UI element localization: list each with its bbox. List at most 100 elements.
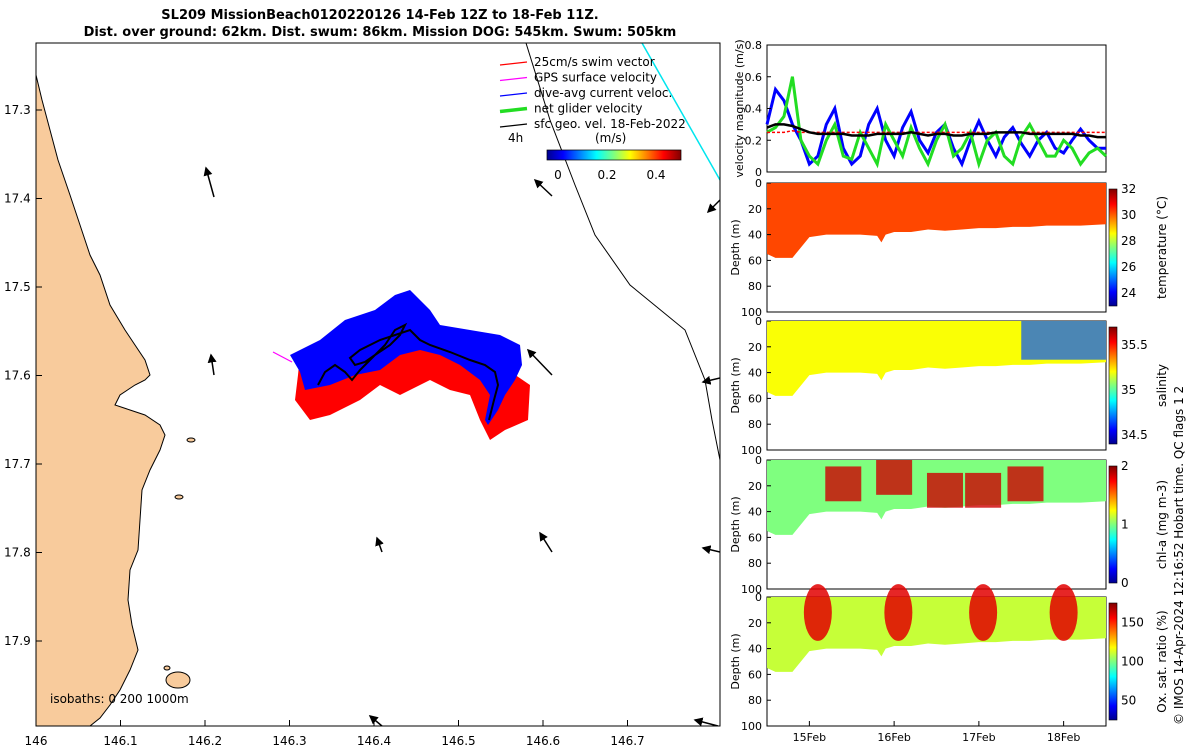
profile-data-area <box>767 183 1106 258</box>
velocity-series-line <box>766 76 1108 170</box>
map-y-tick-label: 17.5 <box>4 280 31 294</box>
profile-colorbar-tick-label: 100 <box>1121 655 1144 669</box>
map-x-tick-label: 146.3 <box>272 734 306 748</box>
profile-colorbar-tick-label: 2 <box>1121 459 1129 473</box>
current-vector-cloud <box>290 290 522 425</box>
profile-panel-chl-a: 0 20 40 60 80 100 Depth (m) 0 1 2 chl-a (mg m-3) <box>729 454 1169 596</box>
profile-y-tick-label: 20 <box>748 203 762 216</box>
profile-panel-temperature: 0 20 40 60 80 100 Depth (m) 24 26 28 30 32 temperatu… <box>729 177 1169 319</box>
profile-colorbar-tick-label: 32 <box>1121 182 1136 196</box>
profile-y-tick-label: 20 <box>748 480 762 493</box>
velocity-y-tick-label: 0.6 <box>745 71 763 84</box>
sfc-arrow-1 <box>203 166 215 198</box>
figure-title-line1: SL209 MissionBeach0120220126 14-Feb 12Z … <box>161 8 599 23</box>
profile-y-tick-label: 20 <box>748 341 762 354</box>
profile-data-area <box>767 597 1106 672</box>
velocity-series-line <box>767 129 1106 134</box>
legend-swatch <box>499 123 528 128</box>
figure-title-line2: Dist. over ground: 62km. Dist. swum: 86k… <box>83 25 677 40</box>
sfc-geo-velocity-arrows <box>203 166 720 726</box>
profile-colorbar-tick-label: 50 <box>1121 694 1136 708</box>
sfc-arrow-8 <box>539 531 553 553</box>
map-y-tick-label: 17.3 <box>4 103 31 117</box>
legend-swatch <box>499 92 528 97</box>
oxygen-high-patch <box>884 584 913 641</box>
sfc-arrow-5 <box>526 348 553 376</box>
sfc-arrow-11 <box>693 717 719 726</box>
velocity-y-axis-label: velocity magnitude (m/s) <box>733 39 746 177</box>
profile-panel-oxygen-saturation: 0 20 40 60 80 100 Depth (m) 50 100 150 Ox. sat. ra… <box>729 584 1169 733</box>
map-x-tick-label: 146.2 <box>188 734 222 748</box>
speed-colorbar-tick-label: 0.2 <box>597 168 616 182</box>
map-x-tick-label: 146.7 <box>610 734 644 748</box>
chl-high-patch <box>1007 466 1044 502</box>
profile-y-tick-label: 100 <box>741 720 762 733</box>
profile-y-tick-label: 0 <box>755 315 762 328</box>
profile-colorbar-tick-label: 0 <box>1121 576 1129 590</box>
oxygen-high-patch <box>803 584 832 641</box>
profile-y-tick-label: 80 <box>748 280 762 293</box>
profile-y-tick-label: 100 <box>741 306 762 319</box>
speed-colorbar-ticks: 0 0.2 0.4 <box>554 168 665 182</box>
profile-y-axis-label: Depth (m) <box>729 219 742 275</box>
velocity-y-tick-label: 0.8 <box>745 39 763 52</box>
profile-y-tick-label: 80 <box>748 418 762 431</box>
profile-panel-salinity: 0 20 40 60 80 100 Depth (m) 34.5 35 35.5 salinity <box>729 315 1169 457</box>
map-y-tick-label: 17.6 <box>4 369 31 383</box>
profile-colorbar-tick-label: 30 <box>1121 208 1136 222</box>
profile-y-tick-label: 40 <box>748 643 762 656</box>
profile-y-tick-label: 40 <box>748 506 762 519</box>
time-tick-label: 15Feb <box>793 731 826 744</box>
island-large <box>165 671 191 689</box>
map-y-tick-label: 17.9 <box>4 634 31 648</box>
chl-high-patch <box>876 460 913 495</box>
legend-label: dive-avg current veloc. <box>534 86 672 100</box>
profile-y-axis-label: Depth (m) <box>729 496 742 552</box>
profile-y-tick-label: 100 <box>741 444 762 457</box>
profile-colorbar-tick-label: 35.5 <box>1121 338 1148 352</box>
legend-label: sfc geo. vel. 18-Feb-2022 <box>534 117 686 131</box>
sfc-arrow-10 <box>368 715 383 726</box>
map-panel: 146 146.1 146.2 146.3 146.4 146.5 146.6 146.7 1… <box>4 42 721 748</box>
map-x-tick-label: 146.6 <box>526 734 560 748</box>
profile-y-tick-label: 40 <box>748 229 762 242</box>
profile-colorbar-tick-label: 28 <box>1121 234 1136 248</box>
time-axis: 15Feb 16Feb 17Feb 18Feb <box>793 721 1080 744</box>
chl-high-patch <box>926 472 963 508</box>
profile-y-tick-label: 60 <box>748 531 762 544</box>
profile-y-tick-label: 20 <box>748 617 762 630</box>
profile-colorbar-tick-label: 26 <box>1121 260 1136 274</box>
profile-y-axis-label: Depth (m) <box>729 357 742 413</box>
profile-colorbar-tick-label: 1 <box>1121 518 1129 532</box>
map-y-tick-label: 17.8 <box>4 546 31 560</box>
velocity-y-tick-label: 0.4 <box>745 103 763 116</box>
profile-colorbar-tick-label: 34.5 <box>1121 428 1148 442</box>
gps-velocity-arrow <box>272 351 293 363</box>
profile-y-tick-label: 40 <box>748 367 762 380</box>
profile-y-tick-label: 100 <box>741 583 762 596</box>
profile-y-axis-label: Depth (m) <box>729 633 742 689</box>
profile-colorbar-label: chl-a (mg m-3) <box>1155 480 1169 569</box>
map-y-tick-label: 17.4 <box>4 192 31 206</box>
sfc-arrow-4 <box>207 353 217 376</box>
legend-swatch <box>499 61 528 66</box>
profile-y-tick-label: 60 <box>748 392 762 405</box>
sfc-arrow-3 <box>706 199 720 214</box>
legend-label: 25cm/s swim vector <box>534 55 655 69</box>
isobath-label: isobaths: 0 200 1000m <box>50 692 189 706</box>
map-y-axis: 17.3 17.4 17.5 17.6 17.7 17.8 17.9 <box>4 103 42 648</box>
island-small-3 <box>163 665 171 671</box>
velocity-y-tick-label: 0 <box>755 166 762 179</box>
chl-high-patch <box>825 466 862 502</box>
legend-swatch <box>499 76 528 82</box>
speed-colorbar-tick-label: 0.4 <box>646 168 665 182</box>
velocity-series-line <box>766 123 1106 139</box>
speed-colorbar-tick-label: 0 <box>554 168 562 182</box>
time-tick-label: 17Feb <box>962 731 995 744</box>
oxygen-high-patch <box>969 584 998 641</box>
profile-colorbar-label: temperature (°C) <box>1155 196 1169 299</box>
sfc-arrow-9 <box>701 545 720 555</box>
velocity-y-tick-label: 0.2 <box>745 134 763 147</box>
profile-colorbar-label: salinity <box>1155 364 1169 407</box>
